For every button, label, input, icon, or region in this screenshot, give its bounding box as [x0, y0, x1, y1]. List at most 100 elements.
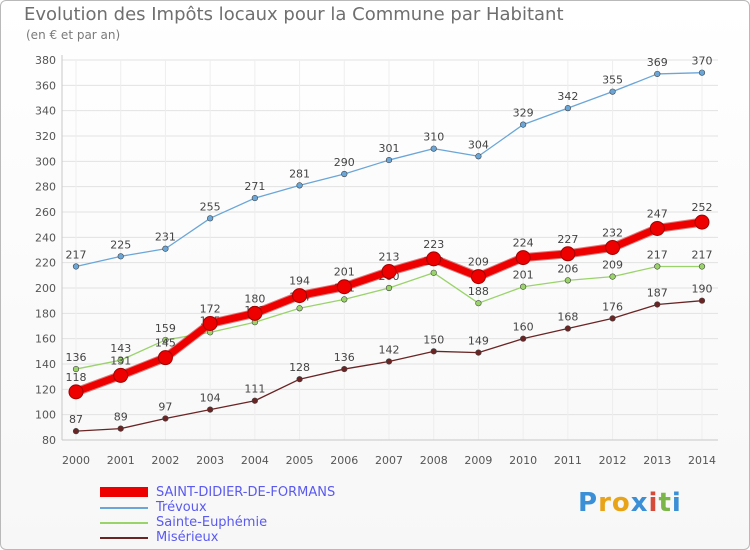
data-point [475, 300, 482, 307]
chart-subtitle: (en € et par an) [26, 28, 121, 42]
data-label: 188 [468, 285, 489, 298]
data-label: 87 [69, 413, 83, 426]
logo-letter: P [578, 488, 599, 518]
x-tick-label: 2011 [554, 454, 582, 467]
data-label: 201 [513, 269, 534, 282]
data-label: 194 [289, 275, 310, 288]
data-point [385, 156, 393, 164]
data-point [520, 121, 527, 128]
data-label: 160 [513, 321, 534, 334]
x-tick-label: 2004 [241, 454, 269, 467]
data-point [470, 269, 486, 285]
data-point [654, 263, 661, 270]
data-label: 342 [557, 90, 578, 103]
data-label: 231 [155, 231, 176, 244]
data-point [117, 357, 124, 364]
data-point [520, 283, 527, 290]
y-tick-label: 100 [35, 409, 56, 422]
data-label: 145 [155, 337, 176, 350]
data-label: 142 [379, 343, 400, 356]
data-label: 159 [155, 322, 176, 335]
y-tick-label: 260 [35, 206, 56, 219]
data-point [609, 315, 616, 322]
data-point [296, 182, 303, 189]
data-label: 104 [200, 392, 221, 405]
x-tick-label: 2005 [286, 454, 314, 467]
y-tick-label: 280 [35, 181, 56, 194]
data-point [694, 214, 710, 230]
y-tick-label: 160 [35, 333, 56, 346]
data-label: 252 [692, 201, 713, 214]
logo-letter: t [658, 488, 672, 518]
data-label: 304 [468, 138, 489, 151]
data-point [430, 145, 437, 152]
y-tick-label: 340 [35, 105, 56, 118]
data-label: 355 [602, 74, 623, 87]
y-tick-label: 180 [35, 307, 56, 320]
data-label: 131 [110, 354, 131, 367]
legend-swatch-miserieux [100, 537, 148, 539]
data-label: 213 [379, 251, 400, 264]
data-point [385, 358, 393, 365]
data-point [202, 315, 218, 331]
y-tick-label: 360 [35, 79, 56, 92]
data-label: 201 [334, 266, 355, 279]
logo-letter: r [598, 488, 612, 518]
x-tick-label: 2006 [330, 454, 358, 467]
data-label: 224 [513, 237, 534, 250]
legend-label: Misérieux [156, 530, 219, 545]
data-point [117, 253, 124, 260]
data-point [247, 305, 263, 321]
data-point [654, 70, 661, 78]
logo-letter: x [630, 488, 649, 518]
data-label: 149 [468, 335, 489, 348]
data-point [162, 336, 169, 344]
data-label: 247 [647, 207, 668, 220]
data-point [157, 350, 173, 366]
y-tick-label: 240 [35, 231, 56, 244]
data-label: 217 [647, 248, 668, 261]
data-point [72, 428, 80, 435]
data-label: 217 [692, 248, 713, 261]
data-label: 290 [334, 156, 355, 169]
y-tick-label: 200 [35, 282, 56, 295]
data-label: 136 [334, 351, 355, 364]
data-point [515, 250, 531, 266]
data-label: 310 [423, 131, 444, 144]
x-tick-label: 2012 [599, 454, 627, 467]
data-point [698, 69, 706, 76]
data-point [207, 215, 214, 222]
data-point [68, 384, 84, 400]
data-point [162, 415, 169, 422]
y-tick-label: 300 [35, 155, 56, 168]
legend-label: Sainte-Euphémie [156, 515, 268, 530]
data-label: 227 [557, 233, 578, 246]
data-label: 176 [602, 300, 623, 313]
data-label: 301 [379, 142, 400, 155]
x-tick-label: 2013 [643, 454, 671, 467]
data-point [385, 284, 393, 292]
y-tick-label: 320 [35, 130, 56, 143]
data-point [564, 105, 571, 112]
data-point [72, 263, 80, 270]
data-label: 209 [468, 256, 489, 269]
x-tick-label: 2002 [151, 454, 179, 467]
data-point [72, 365, 80, 373]
legend-label: Trévoux [156, 500, 207, 515]
data-label: 128 [289, 361, 310, 374]
data-point [605, 239, 621, 255]
data-label: 180 [244, 292, 265, 305]
logo-letter: i [671, 488, 682, 518]
proxiti-logo: Proxiti [578, 488, 682, 518]
data-label: 143 [110, 342, 131, 355]
x-tick-label: 2014 [688, 454, 716, 467]
chart-title: Evolution des Impôts locaux pour la Comm… [24, 4, 564, 25]
data-label: 225 [110, 238, 131, 251]
data-point [609, 88, 616, 95]
data-point [654, 301, 661, 308]
data-label: 172 [200, 302, 221, 315]
data-point [341, 170, 348, 178]
data-label: 209 [602, 259, 623, 272]
y-tick-label: 80 [42, 434, 56, 447]
